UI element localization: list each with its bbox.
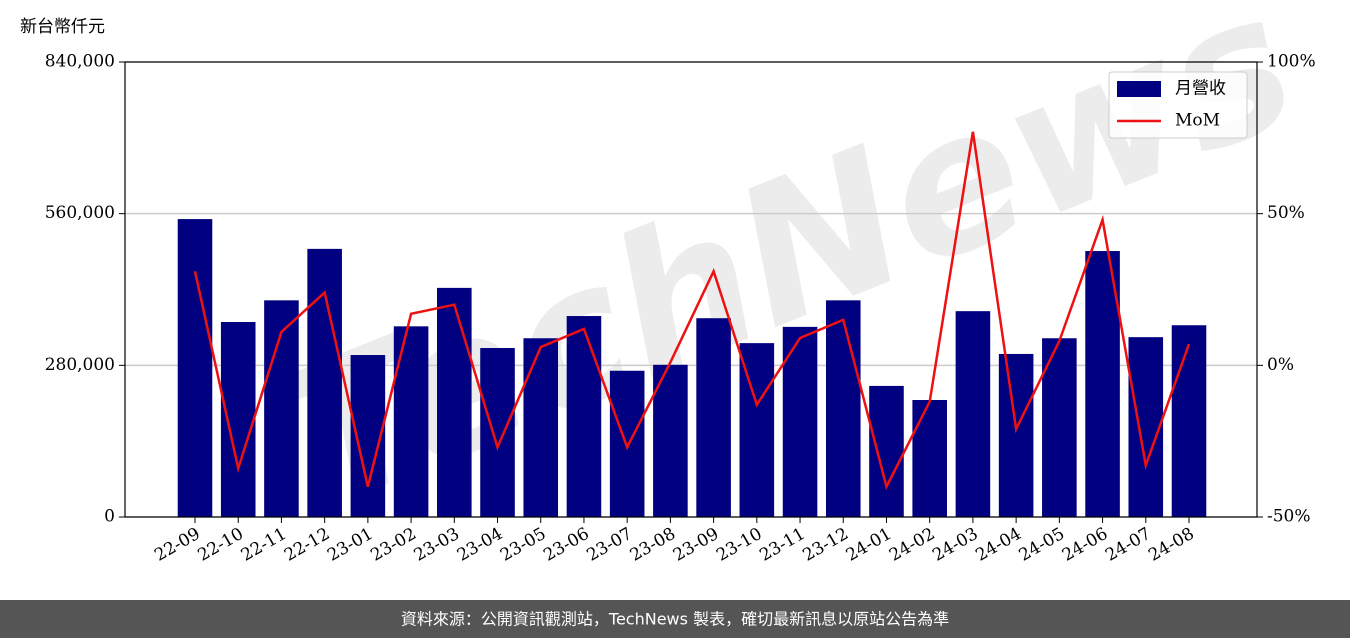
plot-frame: [124, 61, 1258, 518]
x-tick-label: 24-01: [843, 524, 895, 566]
bar: [998, 353, 1034, 517]
bar: [566, 316, 602, 517]
x-tick-label: 23-07: [583, 524, 635, 566]
bar: [523, 338, 559, 517]
bar: [220, 322, 256, 517]
footer: 資料來源：公開資訊觀測站，TechNews 製表，確切最新訊息以原站公告為準: [401, 610, 949, 629]
x-tick-label: 22-10: [195, 524, 247, 566]
x-tick-label: 23-04: [454, 524, 506, 566]
x-tick-label: 22-09: [151, 524, 203, 566]
bar: [393, 326, 429, 517]
legend-label: 月營收: [1175, 79, 1226, 99]
legend-label: MoM: [1175, 111, 1220, 131]
bar: [480, 348, 515, 517]
y-tick-label: 840,000: [45, 52, 115, 72]
bar: [1128, 337, 1164, 517]
y2-tick-label: 0%: [1267, 355, 1294, 375]
bar: [307, 248, 342, 517]
x-tick-label: 23-05: [497, 524, 549, 566]
legend-swatch: [1117, 81, 1161, 97]
bar: [653, 364, 688, 517]
x-tick-label: 23-12: [800, 524, 852, 566]
bar: [1171, 325, 1207, 517]
x-tick-label: 24-03: [929, 524, 981, 566]
x-tick-label: 24-08: [1145, 524, 1197, 566]
y-axis-label: 新台幣仟元: [20, 17, 105, 37]
bar: [1042, 338, 1077, 517]
x-tick-label: 23-06: [540, 524, 592, 566]
bar: [437, 287, 472, 517]
bar: [869, 385, 904, 517]
y2-tick-label: 50%: [1267, 203, 1305, 223]
x-tick-label: 24-05: [1016, 524, 1068, 566]
line: [193, 131, 1191, 491]
bar: [696, 318, 731, 517]
bar: [177, 219, 213, 518]
x-tick-label: 24-06: [1059, 524, 1111, 566]
y-tick-label: 560,000: [45, 203, 115, 223]
x-tick-label: 23-11: [756, 524, 808, 566]
bar: [955, 311, 991, 517]
y2-tick-label: 100%: [1267, 52, 1316, 72]
y-tick-label: 0: [104, 507, 115, 527]
x-tick-label: 24-04: [972, 524, 1024, 566]
x-tick-label: 24-02: [886, 524, 938, 566]
bar: [782, 326, 818, 517]
y2-tick-label: -50%: [1267, 507, 1311, 527]
x-tick-label: 22-12: [281, 524, 333, 566]
bar: [264, 300, 299, 517]
bar: [825, 300, 861, 517]
y-tick-label: 280,000: [45, 355, 115, 375]
x-tick-label: 24-07: [1102, 524, 1154, 566]
x-tick-label: 22-11: [238, 524, 290, 566]
x-tick-label: 23-03: [411, 524, 463, 566]
x-tick-label: 23-09: [670, 524, 722, 566]
bar: [1085, 251, 1120, 517]
footer-bar: [0, 600, 1350, 638]
bar: [912, 400, 947, 517]
x-tick-label: 23-10: [713, 524, 765, 566]
x-tick-label: 23-08: [627, 524, 679, 566]
